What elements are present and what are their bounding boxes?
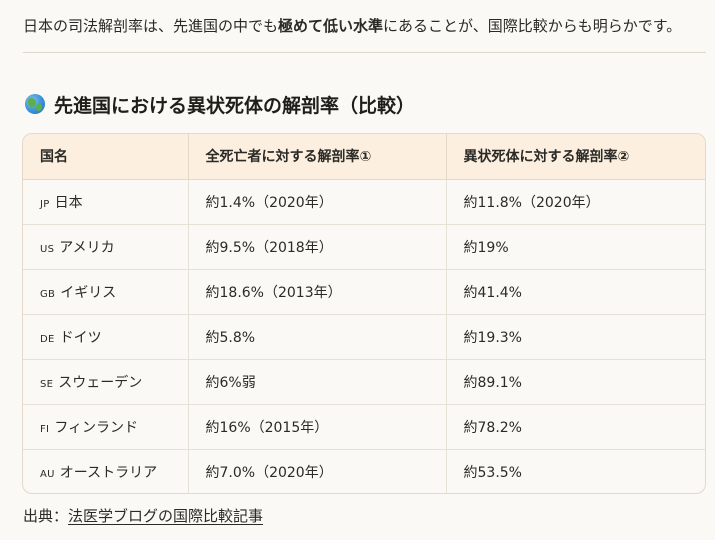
column-header-unnatural-deaths: 異状死体に対する解剖率②	[446, 134, 705, 180]
country-name: アメリカ	[59, 239, 115, 256]
unnatural-death-rate-cell: 約11.8%（2020年）	[446, 179, 705, 225]
intro-text-before: 日本の司法解剖率は、先進国の中でも	[23, 17, 279, 35]
country-code: DE	[40, 333, 55, 345]
unnatural-death-rate-cell: 約89.1%	[446, 359, 705, 405]
all-deaths-rate-cell: 約9.5%（2018年）	[188, 224, 447, 270]
all-deaths-rate-cell: 約16%（2015年）	[188, 404, 447, 450]
country-name: フィンランド	[54, 419, 139, 436]
column-header-all-deaths: 全死亡者に対する解剖率①	[188, 134, 447, 180]
unnatural-death-rate-cell: 約41.4%	[446, 269, 705, 315]
country-name: ドイツ	[59, 329, 102, 346]
country-cell: SE スウェーデン	[23, 359, 189, 405]
country-cell: DE ドイツ	[23, 314, 189, 360]
intro-text-after: にあることが、国際比較からも明らかです。	[383, 17, 682, 35]
table-row: AU オーストラリア 約7.0%（2020年） 約53.5%	[23, 449, 705, 493]
table-row: DE ドイツ 約5.8% 約19.3%	[23, 314, 705, 360]
country-cell: FI フィンランド	[23, 404, 189, 450]
autopsy-rate-table: 国名 全死亡者に対する解剖率① 異状死体に対する解剖率② JP 日本 約1.4%（2…	[23, 134, 705, 493]
unnatural-death-rate-cell: 約78.2%	[446, 404, 705, 450]
unnatural-death-rate-cell: 約53.5%	[463, 464, 522, 481]
country-cell: AU オーストラリア	[23, 449, 189, 493]
all-deaths-rate-cell: 約18.6%（2013年）	[188, 269, 447, 315]
table-row: US アメリカ 約9.5%（2018年） 約19%	[23, 224, 705, 270]
country-code: US	[40, 243, 55, 255]
column-header-country: 国名	[23, 134, 189, 180]
table-row: GB イギリス 約18.6%（2013年） 約41.4%	[23, 269, 705, 315]
unnatural-death-rate-cell: 約19%	[446, 224, 705, 270]
country-name: 日本	[54, 194, 83, 211]
globe-icon	[25, 94, 45, 114]
comparison-table-container: 国名 全死亡者に対する解剖率① 異状死体に対する解剖率② JP 日本 約1.4%（2…	[22, 133, 706, 494]
intro-paragraph: 日本の司法解剖率は、先進国の中でも極めて低い水準にあることが、国際比較からも明ら…	[23, 14, 703, 38]
country-code: FI	[40, 423, 50, 435]
table-row: FI フィンランド 約16%（2015年） 約78.2%	[23, 404, 705, 450]
country-name: スウェーデン	[58, 374, 143, 391]
table-row: JP 日本 約1.4%（2020年） 約11.8%（2020年）	[23, 179, 705, 225]
section-heading: 先進国における異状死体の解剖率（比較）	[25, 89, 415, 119]
country-code: AU	[40, 468, 55, 480]
country-cell: US アメリカ	[23, 224, 189, 270]
country-code: JP	[40, 198, 50, 210]
table-header-row: 国名 全死亡者に対する解剖率① 異状死体に対する解剖率②	[23, 134, 705, 180]
country-code: SE	[40, 378, 54, 390]
country-name: オーストラリア	[59, 464, 158, 481]
unnatural-death-rate-cell: 約19.3%	[446, 314, 705, 360]
all-deaths-rate-cell: 約7.0%（2020年）	[188, 449, 447, 493]
intro-emphasis: 極めて低い水準	[278, 17, 384, 35]
source-link[interactable]: 法医学ブログの国際比較記事	[68, 507, 264, 525]
source-citation: 出典：法医学ブログの国際比較記事	[23, 505, 263, 527]
country-cell: GB イギリス	[23, 269, 189, 315]
table-row: SE スウェーデン 約6%弱 約89.1%	[23, 359, 705, 405]
all-deaths-rate-cell: 約5.8%	[188, 314, 447, 360]
horizontal-divider	[23, 52, 706, 53]
all-deaths-rate-cell: 約1.4%（2020年）	[188, 179, 447, 225]
source-label: 出典：	[23, 507, 69, 525]
country-code: GB	[40, 288, 56, 300]
country-name: イギリス	[60, 284, 117, 301]
section-heading-text: 先進国における異状死体の解剖率（比較）	[54, 94, 416, 117]
all-deaths-rate-cell: 約6%弱	[188, 359, 447, 405]
country-cell: JP 日本	[23, 179, 189, 225]
